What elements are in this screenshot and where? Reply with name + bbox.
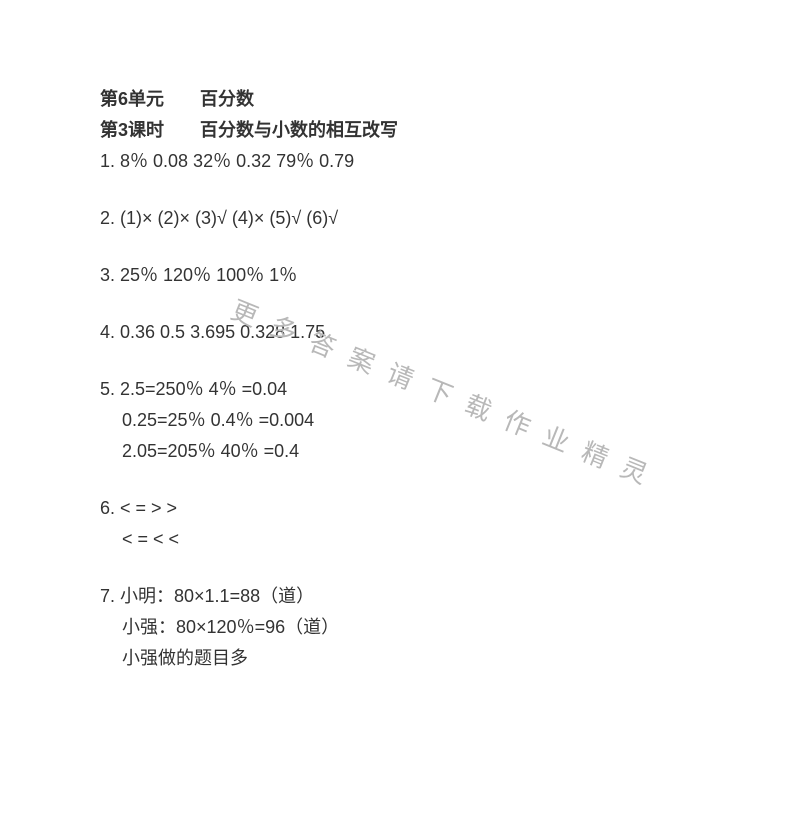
answer-5a: 5. 2.5=250％ 4％ =0.04 <box>100 376 700 403</box>
answer-3: 3. 25％ 120％ 100％ 1％ <box>100 262 700 289</box>
answer-5c: 2.05=205％ 40％ =0.4 <box>100 438 700 465</box>
unit-header: 第6单元 百分数 <box>100 86 700 113</box>
answer-4: 4. 0.36 0.5 3.695 0.328 1.75 <box>100 319 700 346</box>
spacer <box>100 350 700 376</box>
document-content: 第6单元 百分数 第3课时 百分数与小数的相互改写 1. 8％ 0.08 32％… <box>0 0 800 672</box>
answer-6b: < = < < <box>100 526 700 553</box>
answer-1: 1. 8％ 0.08 32％ 0.32 79％ 0.79 <box>100 148 700 175</box>
spacer <box>100 469 700 495</box>
answer-5b: 0.25=25％ 0.4％ =0.004 <box>100 407 700 434</box>
spacer <box>100 293 700 319</box>
lesson-header: 第3课时 百分数与小数的相互改写 <box>100 117 700 144</box>
spacer <box>100 236 700 262</box>
answer-7b: 小强：80×120％=96（道） <box>100 614 700 641</box>
answer-7a: 7. 小明：80×1.1=88（道） <box>100 583 700 610</box>
answer-7c: 小强做的题目多 <box>100 645 700 672</box>
spacer <box>100 557 700 583</box>
answer-2: 2. (1)× (2)× (3)√ (4)× (5)√ (6)√ <box>100 205 700 232</box>
answer-6a: 6. < = > > <box>100 495 700 522</box>
spacer <box>100 179 700 205</box>
